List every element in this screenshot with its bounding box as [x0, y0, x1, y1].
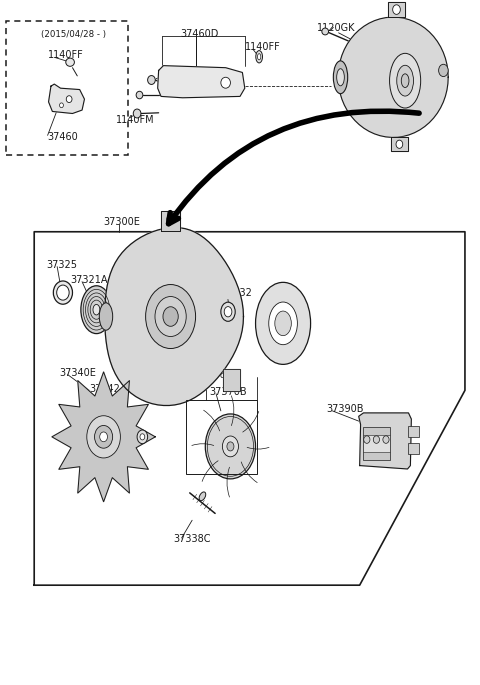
Polygon shape: [34, 232, 465, 585]
Ellipse shape: [227, 442, 234, 451]
Polygon shape: [157, 66, 245, 98]
Ellipse shape: [137, 430, 148, 444]
Text: 37330H: 37330H: [182, 256, 221, 266]
Polygon shape: [48, 84, 84, 114]
Bar: [408, 426, 419, 437]
Polygon shape: [338, 17, 448, 138]
Polygon shape: [388, 2, 405, 17]
Text: 37342: 37342: [89, 384, 120, 394]
Text: 1140FM: 1140FM: [116, 115, 154, 125]
Bar: [6, 21, 129, 155]
Bar: [408, 443, 419, 454]
Bar: [363, 436, 390, 452]
Polygon shape: [223, 369, 240, 391]
Text: 37334: 37334: [178, 274, 208, 284]
Text: 37340E: 37340E: [59, 368, 96, 377]
Ellipse shape: [275, 311, 291, 336]
Text: (2015/04/28 - ): (2015/04/28 - ): [41, 30, 107, 39]
Text: 37338C: 37338C: [173, 534, 211, 545]
Ellipse shape: [145, 284, 195, 349]
Polygon shape: [52, 372, 156, 502]
Ellipse shape: [95, 425, 113, 448]
Ellipse shape: [81, 286, 112, 334]
Text: 1140FF: 1140FF: [48, 50, 84, 60]
Ellipse shape: [99, 303, 113, 330]
Ellipse shape: [133, 109, 141, 118]
Ellipse shape: [66, 96, 72, 103]
Ellipse shape: [66, 58, 74, 66]
Polygon shape: [359, 413, 411, 469]
Text: 37462A: 37462A: [161, 71, 199, 81]
Ellipse shape: [373, 436, 380, 443]
Text: 37325: 37325: [46, 260, 77, 270]
Polygon shape: [161, 210, 180, 231]
Ellipse shape: [140, 434, 145, 440]
Ellipse shape: [257, 53, 261, 60]
Ellipse shape: [155, 297, 186, 336]
Ellipse shape: [439, 64, 448, 77]
Ellipse shape: [364, 436, 370, 443]
Ellipse shape: [53, 281, 72, 304]
Ellipse shape: [269, 302, 298, 345]
Ellipse shape: [136, 91, 143, 99]
Ellipse shape: [401, 74, 409, 88]
Ellipse shape: [100, 432, 108, 442]
Ellipse shape: [383, 436, 389, 443]
Ellipse shape: [336, 68, 344, 86]
Ellipse shape: [397, 65, 413, 96]
Text: 37463: 37463: [166, 87, 197, 97]
Ellipse shape: [167, 215, 174, 224]
Ellipse shape: [256, 51, 263, 63]
Ellipse shape: [393, 5, 400, 14]
Ellipse shape: [87, 416, 120, 458]
Ellipse shape: [396, 140, 403, 149]
Text: 37460: 37460: [48, 132, 78, 142]
Ellipse shape: [322, 28, 328, 35]
Text: 1140FF: 1140FF: [245, 42, 280, 52]
Ellipse shape: [57, 285, 69, 300]
Ellipse shape: [60, 103, 63, 108]
Bar: [186, 400, 257, 474]
Polygon shape: [105, 227, 243, 406]
Ellipse shape: [163, 307, 178, 326]
Text: 37300E: 37300E: [104, 217, 141, 227]
Ellipse shape: [224, 307, 232, 317]
Ellipse shape: [390, 53, 420, 108]
Ellipse shape: [221, 77, 230, 88]
Bar: [363, 427, 390, 460]
Ellipse shape: [93, 304, 100, 315]
Ellipse shape: [255, 282, 311, 364]
Ellipse shape: [221, 302, 235, 321]
Text: 37332: 37332: [221, 288, 252, 298]
Polygon shape: [391, 138, 408, 151]
Ellipse shape: [222, 436, 239, 457]
Text: 37390B: 37390B: [326, 405, 364, 414]
Text: 37367B: 37367B: [202, 370, 240, 379]
Text: 37370B: 37370B: [209, 387, 247, 397]
Ellipse shape: [199, 492, 206, 501]
Ellipse shape: [333, 61, 348, 94]
Text: 1120GK: 1120GK: [317, 23, 355, 33]
Text: 37460D: 37460D: [180, 29, 218, 38]
Ellipse shape: [205, 414, 255, 479]
Text: 37321A: 37321A: [70, 275, 108, 284]
Ellipse shape: [148, 75, 156, 84]
